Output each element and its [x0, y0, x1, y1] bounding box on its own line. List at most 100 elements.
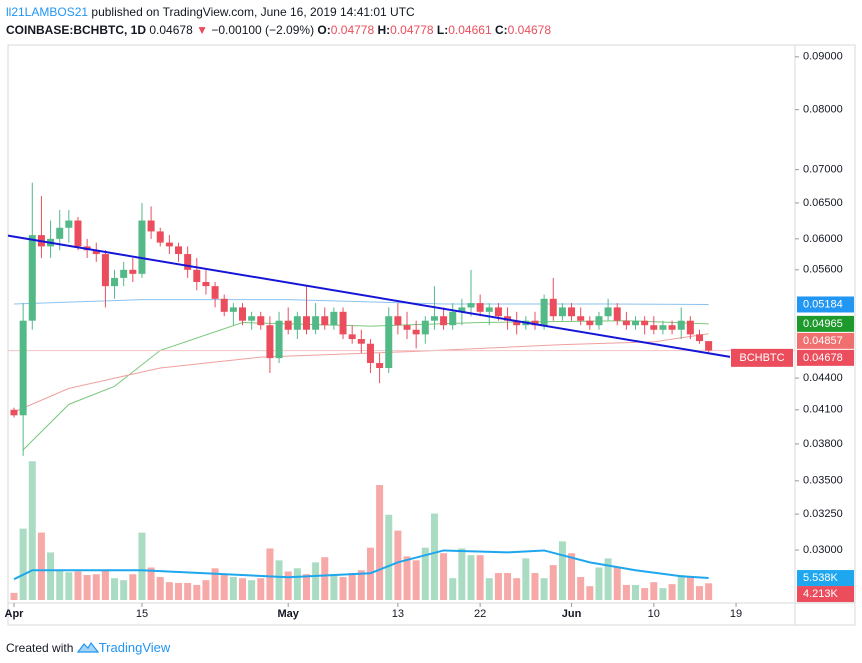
volume-bar — [558, 541, 566, 600]
y-tick-label: 0.07000 — [803, 164, 843, 176]
candle-body — [56, 227, 64, 239]
volume-bar — [613, 567, 621, 600]
volume-bar — [641, 588, 649, 600]
x-tick-label: 13 — [392, 608, 404, 620]
candle-body — [257, 316, 265, 326]
volume-bar — [37, 532, 45, 600]
candle-body — [312, 316, 320, 330]
volume-bar — [229, 577, 237, 600]
volume-bar — [458, 548, 466, 600]
price-label-box — [797, 349, 854, 366]
volume-label-box — [797, 570, 854, 587]
h-label: H: — [377, 23, 391, 37]
volume-bar — [376, 485, 384, 600]
candle-body — [632, 320, 640, 326]
volume-bar — [705, 583, 713, 600]
volume-bar — [549, 565, 557, 600]
x-tick-label: 10 — [648, 608, 660, 620]
candle-body — [412, 329, 420, 335]
volume-bar — [193, 584, 201, 600]
candle-body — [28, 235, 36, 321]
volume-bar — [531, 573, 539, 600]
candle-body — [284, 320, 292, 330]
footer: Created with TradingView — [6, 638, 170, 655]
author[interactable]: ll21LAMBOS21 — [6, 5, 89, 19]
volume-bar — [577, 577, 585, 600]
candle-body — [540, 298, 548, 326]
y-tick-label: 0.03800 — [803, 438, 843, 450]
volume-bar — [321, 557, 329, 600]
price-label: 0.04678 — [803, 352, 843, 364]
volume-bar — [202, 580, 210, 600]
y-tick-label: 0.06500 — [803, 197, 843, 209]
volume-ma — [13, 549, 709, 581]
volume-bar — [293, 568, 301, 600]
candle-body — [586, 320, 594, 326]
candle-body — [604, 307, 612, 317]
volume-bar — [403, 556, 411, 600]
volume-bar — [111, 578, 119, 600]
volume-bar — [467, 555, 475, 600]
volume-bar — [330, 574, 338, 600]
candle-body — [202, 282, 210, 287]
last: 0.04678 — [149, 23, 193, 37]
candle-body — [641, 320, 649, 326]
candle-body — [184, 254, 192, 270]
price-label: 0.04965 — [803, 318, 843, 330]
volume-bar — [513, 578, 521, 600]
candle-body — [394, 316, 402, 326]
volume-bar — [266, 548, 274, 600]
candle-body — [165, 242, 173, 247]
y-tick-label: 0.09000 — [803, 51, 843, 63]
symbol: COINBASE:BCHBTC, 1D — [6, 23, 147, 37]
candle-body — [440, 316, 448, 326]
volume-bar — [668, 584, 676, 600]
candle-body — [549, 298, 557, 317]
candle-body — [677, 320, 685, 330]
y-tick-label: 0.08000 — [803, 104, 843, 116]
candle-body — [65, 220, 73, 228]
candle-body — [531, 320, 539, 326]
volume-bar — [540, 578, 548, 600]
volume-label: 4.213K — [803, 588, 839, 600]
volume-bar — [357, 570, 365, 600]
symbol-line: COINBASE:BCHBTC, 1D 0.04678 ▼ −0.00100 (… — [6, 23, 551, 37]
candle-body — [229, 307, 237, 312]
candle-body — [193, 269, 201, 283]
volume-bar — [92, 574, 100, 600]
brand[interactable]: TradingView — [98, 640, 171, 655]
candle-body — [659, 325, 667, 330]
x-tick-label: 15 — [136, 608, 148, 620]
candle-body — [348, 334, 356, 340]
volume-bar — [476, 555, 484, 600]
candle-body — [376, 363, 384, 368]
y-tick-label: 0.06000 — [803, 233, 843, 245]
volume-bar — [504, 573, 512, 600]
candle-body — [147, 220, 155, 232]
candle-body — [10, 409, 18, 416]
c-label: C: — [494, 23, 508, 37]
x-tick-label: Apr — [5, 608, 25, 620]
candle-body — [266, 325, 274, 359]
volume-bar — [129, 574, 137, 600]
l: 0.04661 — [448, 23, 492, 37]
volume-bar — [220, 575, 228, 600]
volume-bar — [83, 575, 91, 600]
volume-bar — [10, 592, 18, 600]
price-label-box — [797, 315, 854, 332]
candle-body — [485, 307, 493, 312]
volume-bar — [659, 588, 667, 600]
volume-bar — [394, 530, 402, 600]
volume-bar — [28, 461, 36, 600]
x-tick-label: Jun — [562, 608, 582, 620]
candle-body — [275, 320, 283, 359]
volume-bar — [165, 582, 173, 600]
candle-body — [577, 316, 585, 321]
y-tick-label: 0.04400 — [803, 372, 843, 384]
ma-line — [13, 299, 709, 305]
candle-body — [622, 320, 630, 326]
volume-bar — [47, 552, 55, 600]
candle-body — [421, 320, 429, 335]
candle-body — [595, 316, 603, 326]
o-label: O: — [317, 23, 331, 37]
